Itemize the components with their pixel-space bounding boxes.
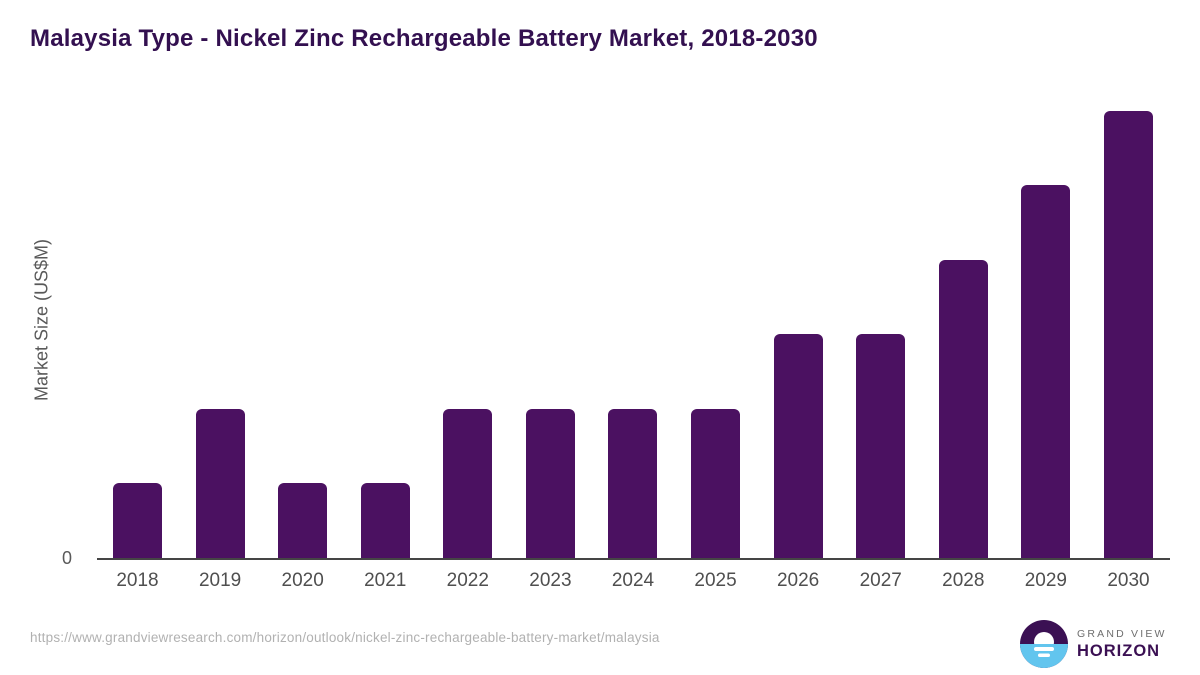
x-tick-2021: 2021 (364, 570, 407, 591)
bar-2029 (1021, 185, 1071, 558)
x-tick-2024: 2024 (611, 570, 655, 591)
x-tick-2018: 2018 (116, 570, 159, 591)
horizon-sunrise-icon (1020, 620, 1068, 668)
bar-2021 (360, 483, 410, 558)
bar-2020 (278, 483, 328, 558)
x-tick-2026: 2026 (776, 570, 820, 591)
source-url: https://www.grandviewresearch.com/horizo… (30, 630, 660, 645)
x-tick-2025: 2025 (694, 570, 737, 591)
bar-2027 (856, 334, 906, 558)
x-tick-2028: 2028 (942, 570, 985, 591)
logo-text: GRAND VIEW HORIZON (1077, 628, 1167, 661)
y-tick-zero-label: 0 (61, 548, 72, 568)
x-tick-2027: 2027 (859, 570, 902, 591)
bar-2028 (938, 259, 988, 558)
bar-2030 (1103, 110, 1153, 558)
x-tick-2030: 2030 (1107, 570, 1150, 591)
bar-2019 (195, 408, 245, 558)
plot-area: 2018 2019 2020 2021 2022 2023 2024 2025 2026 2027… (97, 98, 1170, 591)
chart-title: Malaysia Type - Nickel Zinc Rechargeable… (30, 25, 818, 52)
x-axis-labels: 2018 2019 2020 2021 2022 2023 2024 2025 2026 2027… (97, 558, 1170, 598)
bar-2026 (773, 334, 823, 558)
bar-2022 (443, 408, 493, 558)
bar-2018 (113, 483, 162, 558)
x-tick-2029: 2029 (1024, 570, 1068, 591)
grand-view-horizon-logo: GRAND VIEW HORIZON (1020, 620, 1167, 668)
bar-2024 (608, 408, 658, 558)
bar-2023 (525, 408, 575, 558)
logo-horizon-label: HORIZON (1077, 641, 1161, 660)
x-tick-2020: 2020 (281, 570, 324, 591)
logo-grand-view-label: GRAND VIEW (1077, 627, 1167, 640)
y-axis-label: Market Size (US$M) (31, 238, 52, 402)
x-tick-2019: 2019 (198, 570, 242, 591)
x-tick-2022: 2022 (446, 570, 489, 591)
x-tick-2023: 2023 (529, 570, 572, 591)
bar-2025 (691, 408, 741, 558)
